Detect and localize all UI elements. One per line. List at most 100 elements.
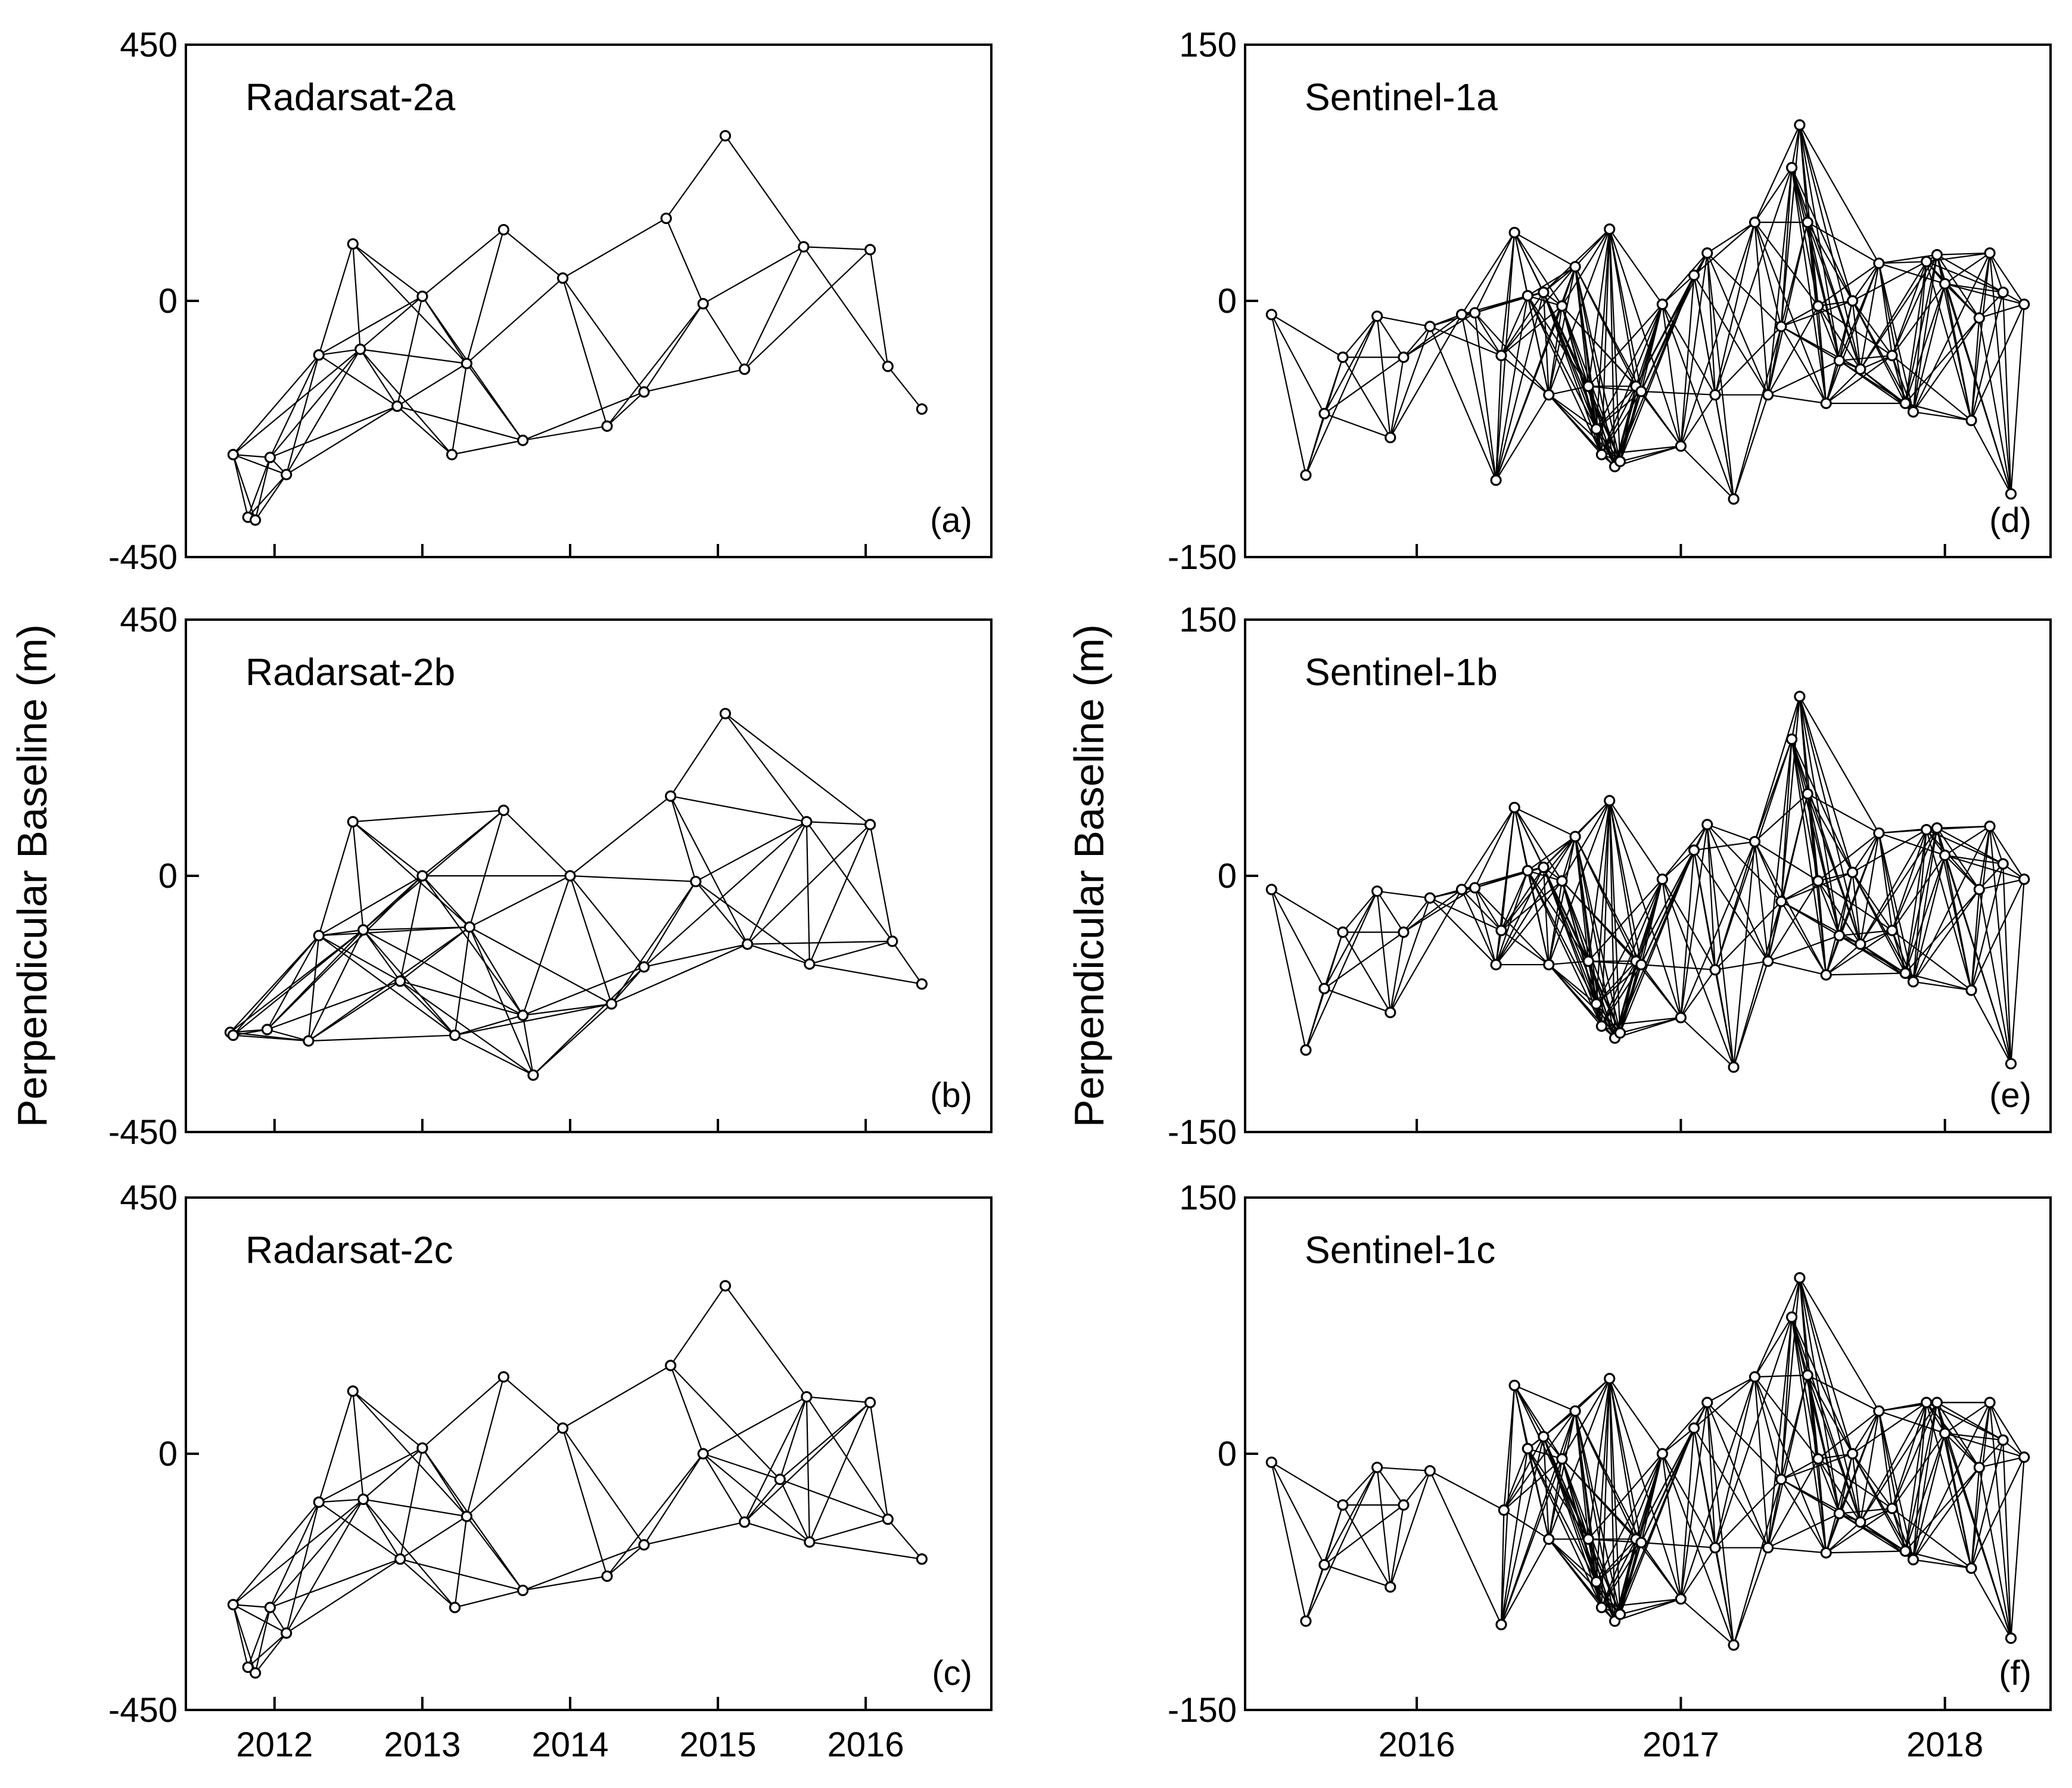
network-edge: [665, 218, 704, 304]
network-edge: [353, 810, 504, 823]
network-edge: [1971, 1457, 2025, 1569]
network-edge: [1807, 1375, 1861, 1523]
acquisition-point: [564, 870, 576, 882]
network-edge: [1852, 300, 1861, 369]
network-edge: [1912, 1433, 1946, 1560]
acquisition-point: [798, 241, 810, 253]
y-tick-label: -450: [108, 538, 178, 577]
network-edge: [808, 824, 871, 965]
network-edge: [1503, 1410, 1576, 1511]
network-edge: [1619, 304, 1663, 462]
network-edge: [562, 1364, 671, 1429]
network-edge: [318, 875, 423, 937]
network-edge: [1429, 312, 1475, 328]
network-edge: [352, 1391, 423, 1449]
network-edge: [1527, 870, 1563, 882]
acquisition-point: [1749, 216, 1761, 228]
network-edge: [352, 243, 423, 297]
acquisition-point: [1385, 1006, 1396, 1018]
network-edge: [724, 713, 871, 825]
acquisition-point: [1495, 350, 1507, 362]
network-edge: [466, 229, 505, 364]
acquisition-point: [1701, 247, 1713, 259]
acquisition-point: [882, 360, 894, 372]
network-edge: [452, 440, 523, 456]
network-edge: [1693, 1428, 1769, 1548]
network-edge: [1641, 390, 1716, 396]
network-edge: [1342, 1467, 1378, 1506]
network-edge: [1693, 275, 1769, 396]
plot-frame: [185, 1196, 993, 1711]
network-edge: [1706, 824, 1735, 1068]
acquisition-point: [227, 1029, 239, 1041]
network-edge: [1852, 1453, 1861, 1522]
panel-title: Sentinel-1a: [1305, 76, 1498, 119]
network-edge: [1548, 229, 1610, 396]
y-tick-label: 150: [1179, 601, 1237, 639]
network-edge: [1495, 292, 1544, 481]
network-edge: [643, 303, 704, 393]
network-edge: [1680, 824, 1708, 1018]
acquisition-point: [1899, 1545, 1911, 1557]
network-edge: [1826, 1550, 1906, 1554]
network-edge: [1817, 881, 1840, 936]
network-edge: [522, 1015, 534, 1075]
acquisition-point: [1265, 1456, 1277, 1468]
network-edge: [562, 1428, 645, 1546]
acquisition-point: [1997, 287, 2009, 298]
network-edge: [466, 1428, 564, 1517]
acquisition-point: [354, 343, 366, 355]
acquisition-point: [394, 1553, 406, 1565]
network-edge: [1575, 228, 1610, 268]
network-edge: [1609, 1378, 1616, 1621]
network-edge: [1662, 304, 1682, 446]
acquisition-point: [864, 244, 876, 256]
network-edge: [891, 941, 923, 985]
network-edge: [806, 821, 870, 826]
network-edge: [1715, 901, 1782, 971]
network-edge: [1271, 313, 1343, 358]
network-edge: [1817, 1459, 1827, 1553]
network-edge: [1640, 879, 1663, 965]
network-edge: [1878, 1411, 1893, 1509]
network-edge: [1500, 232, 1516, 356]
network-edge: [643, 881, 696, 968]
acquisition-points: [1265, 1272, 2030, 1651]
network-edge: [1271, 889, 1325, 989]
acquisition-point: [660, 212, 672, 225]
network-edge: [1905, 1467, 1980, 1552]
acquisition-point: [1595, 449, 1608, 461]
network-edge: [422, 875, 471, 928]
network-edge: [1852, 832, 1880, 873]
network-edge: [1609, 1378, 1682, 1600]
network-edge: [2010, 304, 2025, 495]
network-edge: [1619, 1453, 1663, 1615]
acquisition-point: [303, 1035, 315, 1047]
network-edge: [1905, 855, 1946, 974]
network-edge: [285, 349, 361, 475]
network-edge: [1891, 854, 1946, 931]
acquisition-point: [281, 1627, 293, 1639]
network-edge: [1501, 1538, 1550, 1625]
network-edge: [1429, 1470, 1502, 1625]
network-edge: [1601, 800, 1610, 1027]
panel-label: (a): [930, 501, 972, 540]
network-edge: [805, 822, 810, 965]
network-edge: [1543, 228, 1610, 293]
acquisition-point: [1569, 261, 1581, 273]
network-edge: [466, 1376, 505, 1517]
network-edge: [1754, 739, 1793, 842]
acquisition-point: [1371, 885, 1383, 897]
network-edge: [1860, 1507, 1893, 1523]
network-edge: [1548, 836, 1576, 965]
network-edge: [1609, 229, 1621, 462]
panel-label: (f): [1999, 1654, 2031, 1693]
network-edge: [308, 1034, 455, 1042]
network-edge: [1768, 960, 1827, 976]
network-edge: [1945, 825, 1990, 856]
acquisition-point: [1899, 397, 1911, 409]
panel-5: 150 0 -150 Sentinel-1b (e): [1168, 601, 2052, 1152]
x-tick-label: 2015: [680, 1725, 757, 1764]
network-edge: [1389, 357, 1405, 438]
acquisition-point: [1604, 223, 1616, 235]
